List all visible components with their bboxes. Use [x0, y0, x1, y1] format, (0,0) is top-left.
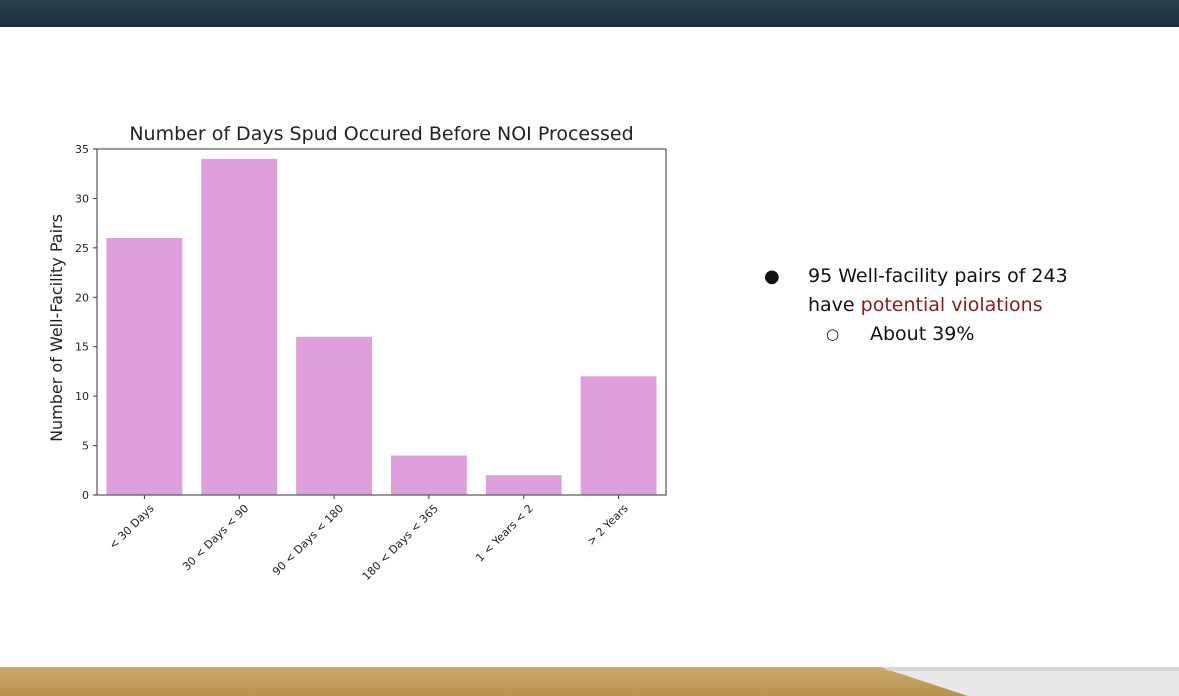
y-axis-label: Number of Well-Facility Pairs	[47, 214, 66, 442]
bullet-sub-text: About 39%	[870, 323, 975, 345]
bar	[201, 158, 278, 495]
y-tick-label: 5	[82, 440, 89, 453]
y-tick-label: 20	[75, 291, 89, 304]
bullet-circle-icon: ○	[826, 325, 840, 343]
x-tick-label: > 2 Years	[585, 502, 631, 548]
bar	[485, 475, 562, 495]
bullet-main-line2-prefix: have	[808, 294, 861, 316]
y-tick-label: 0	[82, 489, 89, 502]
x-tick-label: 30 < Days < 90	[180, 502, 251, 573]
bullet-main-line1: 95 Well-facility pairs of 243	[808, 265, 1068, 287]
y-tick-label: 35	[75, 143, 89, 156]
bullet-main: ● 95 Well-facility pairs of 243 have pot…	[760, 262, 1160, 320]
bullet-list: ● 95 Well-facility pairs of 243 have pot…	[760, 262, 1160, 349]
bar	[296, 336, 373, 495]
x-tick-label: 180 < Days < 365	[360, 502, 441, 583]
chart-title: Number of Days Spud Occured Before NOI P…	[129, 123, 633, 145]
y-tick-label: 25	[75, 242, 89, 255]
x-tick-label: 90 < Days < 180	[270, 502, 346, 578]
chart-svg: Number of Days Spud Occured Before NOI P…	[47, 123, 667, 583]
bar	[390, 455, 467, 495]
bullet-sub: ○ About 39%	[760, 320, 1160, 349]
footer-accent	[880, 667, 1179, 696]
bullet-highlight: potential violations	[860, 294, 1043, 316]
x-tick-label: < 30 Days	[107, 502, 157, 552]
bar	[580, 376, 657, 495]
y-tick-label: 15	[75, 341, 89, 354]
bullet-dot-icon: ●	[764, 266, 780, 287]
y-tick-label: 30	[75, 192, 89, 205]
y-tick-label: 10	[75, 390, 89, 403]
header-bar	[0, 0, 1179, 27]
plot-frame	[96, 148, 667, 496]
bar-chart: Number of Days Spud Occured Before NOI P…	[0, 110, 700, 610]
bar	[106, 237, 183, 495]
x-tick-label: 1 < Years < 2	[473, 502, 536, 565]
